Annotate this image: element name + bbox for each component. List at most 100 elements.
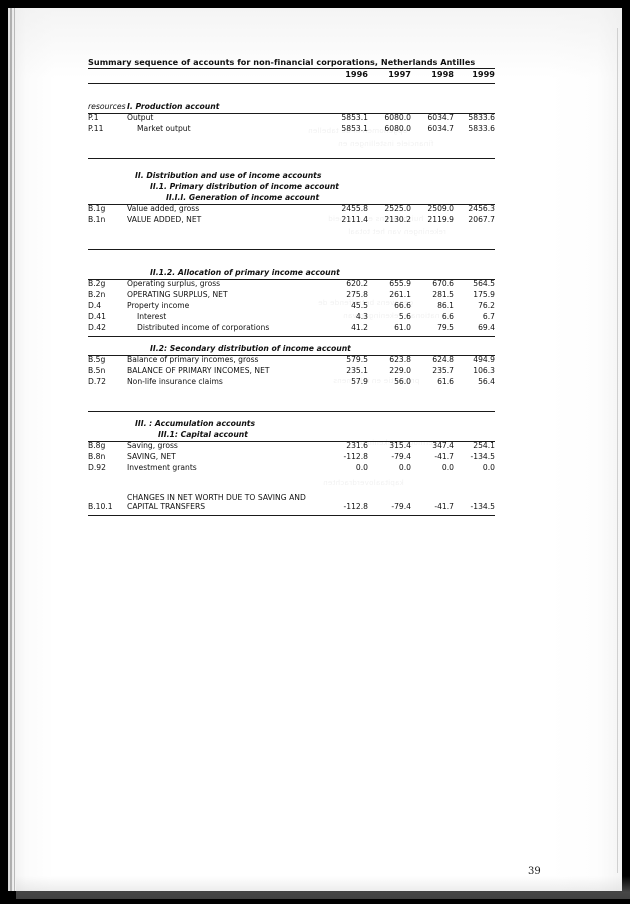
row-label: Investment grants <box>127 463 197 473</box>
row-value-1998: 6034.7 <box>427 124 454 134</box>
year-header-1999: 1999 <box>472 69 495 80</box>
row-value-1998: 6034.7 <box>427 113 454 123</box>
table-row: D.4 Property income 45.5 66.6 86.1 76.2 <box>88 302 495 313</box>
row-value-1999: 2456.3 <box>468 204 495 214</box>
row-value-1996: 57.9 <box>351 377 368 387</box>
row-value-1997: 623.8 <box>389 355 411 365</box>
row-value-1996: -112.8 <box>343 452 368 462</box>
gap-after-secondary <box>88 389 495 413</box>
row-value-1997: 6080.0 <box>384 113 411 123</box>
row-code: B.8g <box>88 441 106 451</box>
row-code: B.1g <box>88 204 106 214</box>
row-value-1999: 494.9 <box>473 355 495 365</box>
row-value-1996: 275.8 <box>346 290 368 300</box>
row-code: B.5g <box>88 355 106 365</box>
row-value-1999: 56.4 <box>478 377 495 387</box>
row-value-1998: 347.4 <box>432 441 454 451</box>
row-value-1999: 2067.7 <box>468 215 495 225</box>
final-value-1999: -134.5 <box>470 502 495 512</box>
row-label: Distributed income of corporations <box>137 323 270 333</box>
section-heading-capital-account: III.1: Capital account <box>88 429 495 443</box>
row-label: VALUE ADDED, NET <box>127 215 202 225</box>
paper-sheet: opgenomen in de tabellen financiele inste… <box>8 8 630 899</box>
section-heading-distribution: II. Distribution and use of income accou… <box>135 171 322 181</box>
row-label: Saving, gross <box>127 441 178 451</box>
final-value-1997: -79.4 <box>391 502 411 512</box>
row-code: B.2g <box>88 279 106 289</box>
table-row: D.42 Distributed income of corporations … <box>88 323 495 338</box>
table-row: P.1 Output 5853.1 6080.0 6034.7 5833.6 <box>88 114 495 125</box>
table-row: B.5n BALANCE OF PRIMARY INCOMES, NET 235… <box>88 367 495 378</box>
row-label: Value added, gross <box>127 204 200 214</box>
page-number: 39 <box>528 866 541 877</box>
row-code: D.72 <box>88 377 106 387</box>
row-value-1999: 76.2 <box>478 301 495 311</box>
accounts-table: Summary sequence of accounts for non-fin… <box>88 58 495 517</box>
row-value-1998: 86.1 <box>437 301 454 311</box>
row-value-1997: 6080.0 <box>384 124 411 134</box>
row-value-1999: 254.1 <box>473 441 495 451</box>
row-value-1996: 2455.8 <box>341 204 368 214</box>
row-value-1996: 620.2 <box>346 279 368 289</box>
row-value-1997: 2130.2 <box>384 215 411 225</box>
table-row: D.41 Interest 4.3 5.6 6.6 6.7 <box>88 313 495 324</box>
row-code: B.1n <box>88 215 106 225</box>
table-row: B.1n VALUE ADDED, NET 2111.4 2130.2 2119… <box>88 216 495 227</box>
gap-before-final-block <box>88 475 495 492</box>
row-value-1999: 106.3 <box>473 366 495 376</box>
row-value-1997: 229.0 <box>389 366 411 376</box>
row-code: D.4 <box>88 301 102 311</box>
year-header-1998: 1998 <box>431 69 454 80</box>
section-heading-generation-of-income: II.I.I. Generation of income account <box>88 192 495 206</box>
row-value-1996: 579.5 <box>346 355 368 365</box>
row-value-1999: 0.0 <box>482 463 495 473</box>
gap-after-production <box>88 136 495 160</box>
table-row: D.72 Non-life insurance claims 57.9 56.0… <box>88 378 495 389</box>
row-value-1997: 315.4 <box>389 441 411 451</box>
row-value-1999: 564.5 <box>473 279 495 289</box>
row-label: Interest <box>137 312 167 322</box>
row-value-1997: 66.6 <box>394 301 411 311</box>
row-code: P.11 <box>88 124 104 134</box>
gap-before-allocation <box>88 250 495 267</box>
row-value-1997: 261.1 <box>389 290 411 300</box>
binding-shadow <box>10 8 12 891</box>
row-code: D.41 <box>88 312 106 322</box>
row-value-1996: 45.5 <box>351 301 368 311</box>
table-row: B.2n OPERATING SURPLUS, NET 275.8 261.1 … <box>88 291 495 302</box>
section-heading-accumulation: III. : Accumulation accounts <box>135 419 256 429</box>
resources-label: resources <box>88 102 126 112</box>
row-value-1998: 61.6 <box>437 377 454 387</box>
year-header-row: 1996 1997 1998 1999 <box>88 69 495 85</box>
row-code: D.92 <box>88 463 106 473</box>
row-value-1998: 235.7 <box>432 366 454 376</box>
row-value-1998: 281.5 <box>432 290 454 300</box>
row-value-1999: -134.5 <box>470 452 495 462</box>
final-block-heading-line: CHANGES IN NET WORTH DUE TO SAVING AND <box>127 493 306 503</box>
table-title: Summary sequence of accounts for non-fin… <box>88 58 495 70</box>
row-value-1999: 5833.6 <box>468 124 495 134</box>
page-right-edge <box>617 28 618 873</box>
row-value-1997: 61.0 <box>394 323 411 333</box>
page-content: Summary sequence of accounts for non-fin… <box>8 8 622 891</box>
row-code: B.5n <box>88 366 106 376</box>
row-value-1998: 670.6 <box>432 279 454 289</box>
row-value-1996: 4.3 <box>355 312 368 322</box>
final-block-code: B.10.1 <box>88 502 113 512</box>
row-label: BALANCE OF PRIMARY INCOMES, NET <box>127 366 270 376</box>
row-label: SAVING, NET <box>127 452 176 462</box>
row-value-1997: 0.0 <box>398 463 411 473</box>
row-value-1999: 5833.6 <box>468 113 495 123</box>
table-row: B.1g Value added, gross 2455.8 2525.0 25… <box>88 205 495 216</box>
final-block-heading-row: CHANGES IN NET WORTH DUE TO SAVING AND <box>88 492 495 503</box>
row-value-1998: 0.0 <box>441 463 454 473</box>
row-code: D.42 <box>88 323 106 333</box>
section-heading-primary-distribution: II.1. Primary distribution of income acc… <box>150 182 339 192</box>
row-label: Output <box>127 113 154 123</box>
row-value-1996: 41.2 <box>351 323 368 333</box>
row-label: Operating surplus, gross <box>127 279 221 289</box>
row-value-1996: 0.0 <box>355 463 368 473</box>
row-value-1996: 5853.1 <box>341 124 368 134</box>
row-value-1997: 2525.0 <box>384 204 411 214</box>
